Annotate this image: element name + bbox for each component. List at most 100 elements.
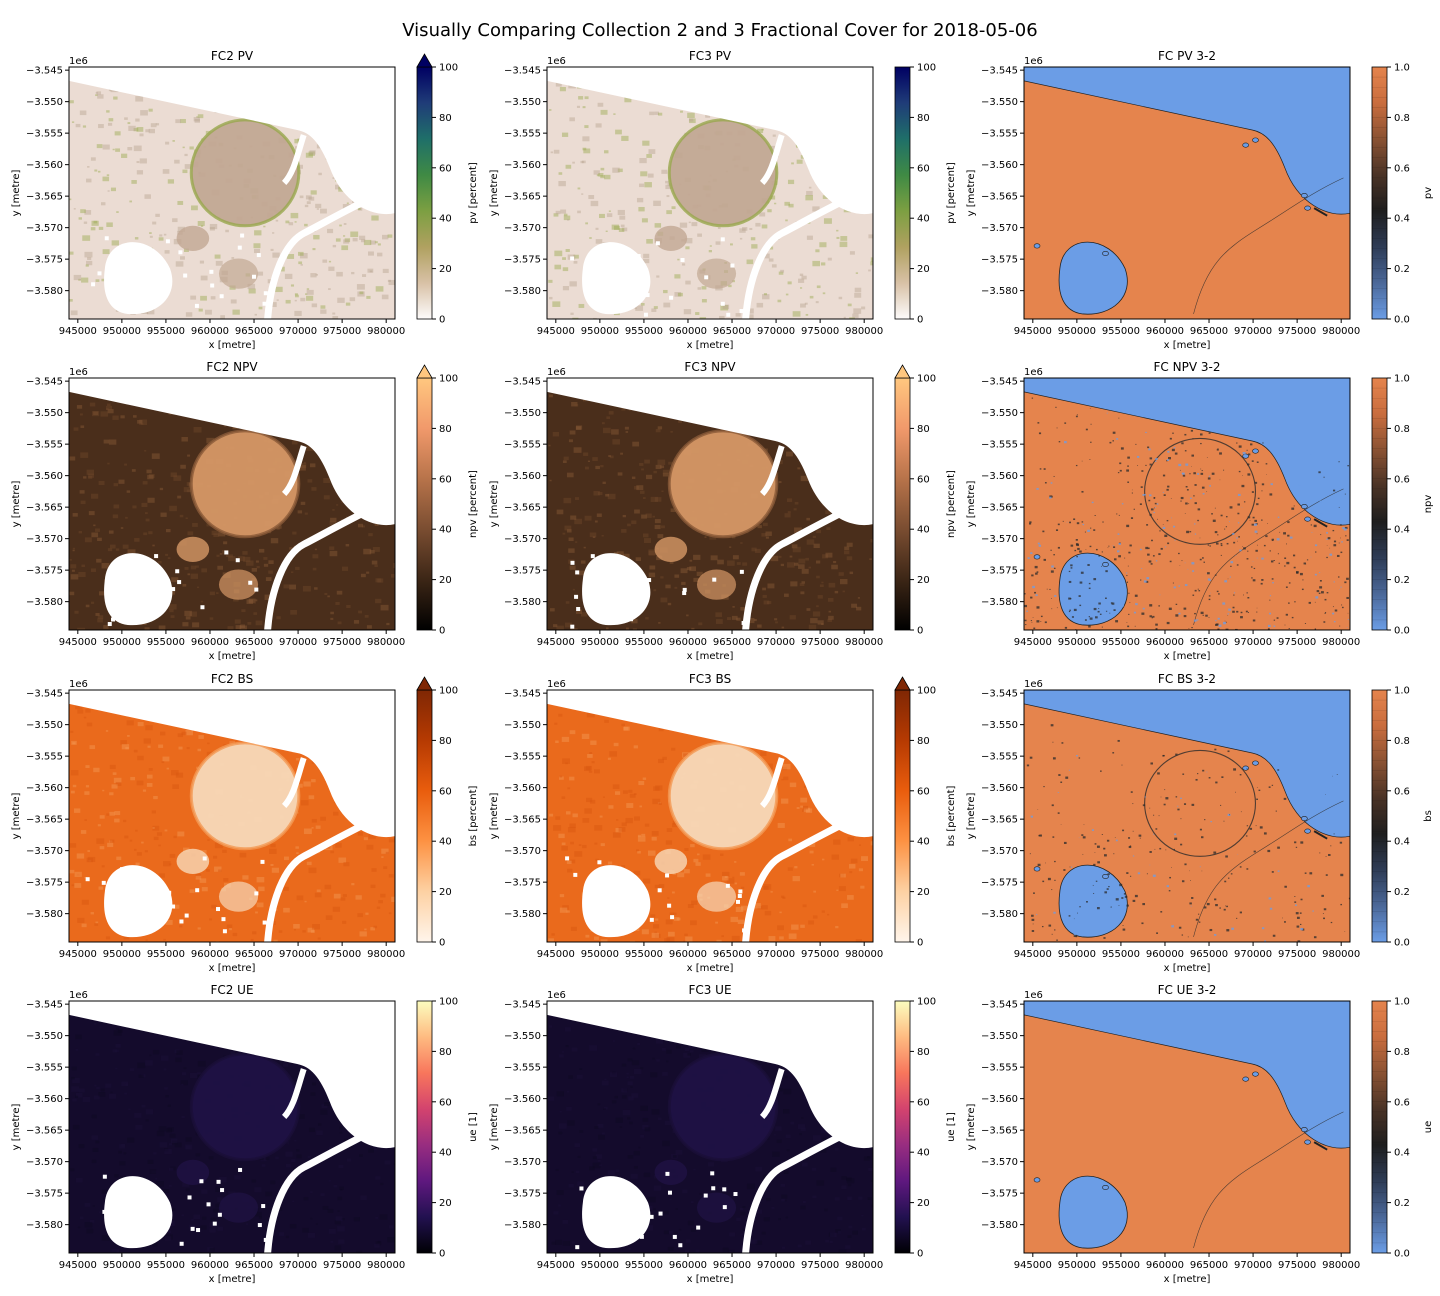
x-tick-label: 955000 <box>625 1260 663 1271</box>
y-tick-label: −3.580 <box>504 286 541 297</box>
subplot: FC2 UE 945000 950000 955000 960000 965000 9700… <box>11 983 479 1285</box>
x-axis-label: x [metre] <box>1164 651 1211 662</box>
x-tick-label: 980000 <box>845 1260 883 1271</box>
y-tick-label: −3.545 <box>981 1000 1018 1011</box>
colorbar-tick-label: 0 <box>439 938 445 949</box>
x-tick-label: 955000 <box>147 949 185 960</box>
x-tick-label: 950000 <box>103 326 141 337</box>
colorbar-tick-label: 20 <box>917 264 930 275</box>
subplot: FC2 BS 945000 950000 955000 960000 965000 9700… <box>11 672 479 974</box>
x-tick-label: 950000 <box>1058 326 1096 337</box>
subplot: FC UE 3-2 945000 950000 955000 960000 965000 9… <box>966 983 1434 1285</box>
x-tick-label: 980000 <box>367 637 405 648</box>
x-tick-label: 945000 <box>1014 949 1052 960</box>
y-tick-label: −3.565 <box>504 815 541 826</box>
y-tick-label: −3.560 <box>26 1094 63 1105</box>
colorbar-tick-label: 20 <box>439 264 452 275</box>
y-tick-label: −3.560 <box>981 783 1018 794</box>
colorbar-tick-label: 0.2 <box>1394 264 1410 275</box>
colorbar-tick-label: 0.8 <box>1394 1047 1410 1058</box>
axes-frame <box>546 689 874 943</box>
colorbar-tick-label: 80 <box>439 424 452 435</box>
x-tick-label: 965000 <box>713 637 751 648</box>
x-tick-label: 955000 <box>147 637 185 648</box>
colorbar-label: ue [1] <box>946 1112 957 1142</box>
colorbar-tick-label: 100 <box>439 374 458 385</box>
x-tick-label: 960000 <box>1146 1260 1184 1271</box>
colorbar-tick-label: 40 <box>917 214 930 225</box>
x-tick-label: 965000 <box>1190 1260 1228 1271</box>
colorbar-extend <box>416 676 433 691</box>
colorbar-extend <box>894 364 911 379</box>
x-tick-label: 960000 <box>1146 949 1184 960</box>
x-tick-label: 980000 <box>1322 326 1360 337</box>
colorbar: 0 20 40 60 80 100 bs [percent] <box>416 676 479 949</box>
colorbar-tick-label: 100 <box>917 997 936 1008</box>
colorbar-extend <box>416 364 433 379</box>
x-tick-label: 960000 <box>1146 326 1184 337</box>
y-tick-label: −3.545 <box>981 66 1018 77</box>
y-tick-label: −3.545 <box>504 377 541 388</box>
x-tick-label: 975000 <box>1278 637 1316 648</box>
x-tick-label: 965000 <box>1190 637 1228 648</box>
x-tick-label: 980000 <box>367 326 405 337</box>
x-axis-label: x [metre] <box>209 651 256 662</box>
y-tick-label: −3.575 <box>26 566 63 577</box>
x-tick-label: 965000 <box>235 326 273 337</box>
colorbar-tick-label: 20 <box>917 575 930 586</box>
colorbar-tick-label: 60 <box>439 474 452 485</box>
x-axis-label: x [metre] <box>209 1274 256 1285</box>
y-tick-label: −3.560 <box>981 471 1018 482</box>
colorbar-tick-label: 0.0 <box>1394 1249 1410 1260</box>
y-tick-label: −3.555 <box>504 1063 541 1074</box>
subplot-title: FC NPV 3-2 <box>1154 360 1221 374</box>
axes-frame <box>68 689 396 943</box>
colorbar-label: bs [percent] <box>946 785 957 846</box>
subplot-title: FC2 BS <box>211 672 253 686</box>
raster-image <box>69 690 395 942</box>
colorbar-label: npv [percent] <box>468 470 479 538</box>
colorbar: 0 20 40 60 80 100 ue [1] <box>894 997 957 1260</box>
x-tick-label: 970000 <box>279 637 317 648</box>
colorbar-tick-label: 0.8 <box>1394 113 1410 124</box>
colorbar: 0.0 0.2 0.4 0.6 0.8 1.0 npv <box>1371 374 1434 637</box>
subplot: FC PV 3-2 945000 950000 955000 960000 965000 9… <box>966 49 1434 351</box>
y-tick-label: −3.565 <box>26 1126 63 1137</box>
x-tick-label: 975000 <box>323 949 361 960</box>
y-tick-label: −3.555 <box>26 129 63 140</box>
subplot: FC3 UE 945000 950000 955000 960000 965000 9700… <box>489 983 957 1285</box>
y-tick-label: −3.580 <box>26 909 63 920</box>
y-tick-label: −3.580 <box>504 909 541 920</box>
x-tick-label: 950000 <box>1058 949 1096 960</box>
x-tick-label: 970000 <box>1234 326 1272 337</box>
y-tick-label: −3.570 <box>981 1157 1018 1168</box>
axes-frame <box>1023 66 1351 320</box>
x-tick-label: 945000 <box>537 326 575 337</box>
colorbar-tick-label: 60 <box>917 786 930 797</box>
y-tick-label: −3.545 <box>981 689 1018 700</box>
x-tick-label: 960000 <box>669 1260 707 1271</box>
raster-image <box>69 67 395 319</box>
y-axis-label: y [metre] <box>489 793 500 840</box>
y-tick-label: −3.565 <box>26 503 63 514</box>
y-tick-label: −3.580 <box>981 909 1018 920</box>
colorbar-extend <box>894 676 911 691</box>
subplot: FC3 BS 945000 950000 955000 960000 965000 9700… <box>489 672 957 974</box>
y-tick-label: −3.560 <box>504 1094 541 1105</box>
x-tick-label: 975000 <box>1278 326 1316 337</box>
y-tick-label: −3.580 <box>981 286 1018 297</box>
y-tick-label: −3.580 <box>26 1220 63 1231</box>
x-tick-label: 970000 <box>757 1260 795 1271</box>
colorbar: 0.0 0.2 0.4 0.6 0.8 1.0 ue <box>1371 997 1434 1260</box>
colorbar-tick-label: 60 <box>439 1097 452 1108</box>
y-axis-label: y [metre] <box>11 1104 22 1151</box>
colorbar-label: ue [1] <box>468 1112 479 1142</box>
colorbar-tick-label: 0 <box>917 315 923 326</box>
y-tick-label: −3.550 <box>26 408 63 419</box>
x-tick-label: 980000 <box>845 637 883 648</box>
y-tick-label: −3.560 <box>26 783 63 794</box>
y-tick-label: −3.570 <box>504 846 541 857</box>
y-tick-label: −3.560 <box>26 471 63 482</box>
colorbar-label: npv [percent] <box>946 470 957 538</box>
x-tick-label: 965000 <box>1190 326 1228 337</box>
